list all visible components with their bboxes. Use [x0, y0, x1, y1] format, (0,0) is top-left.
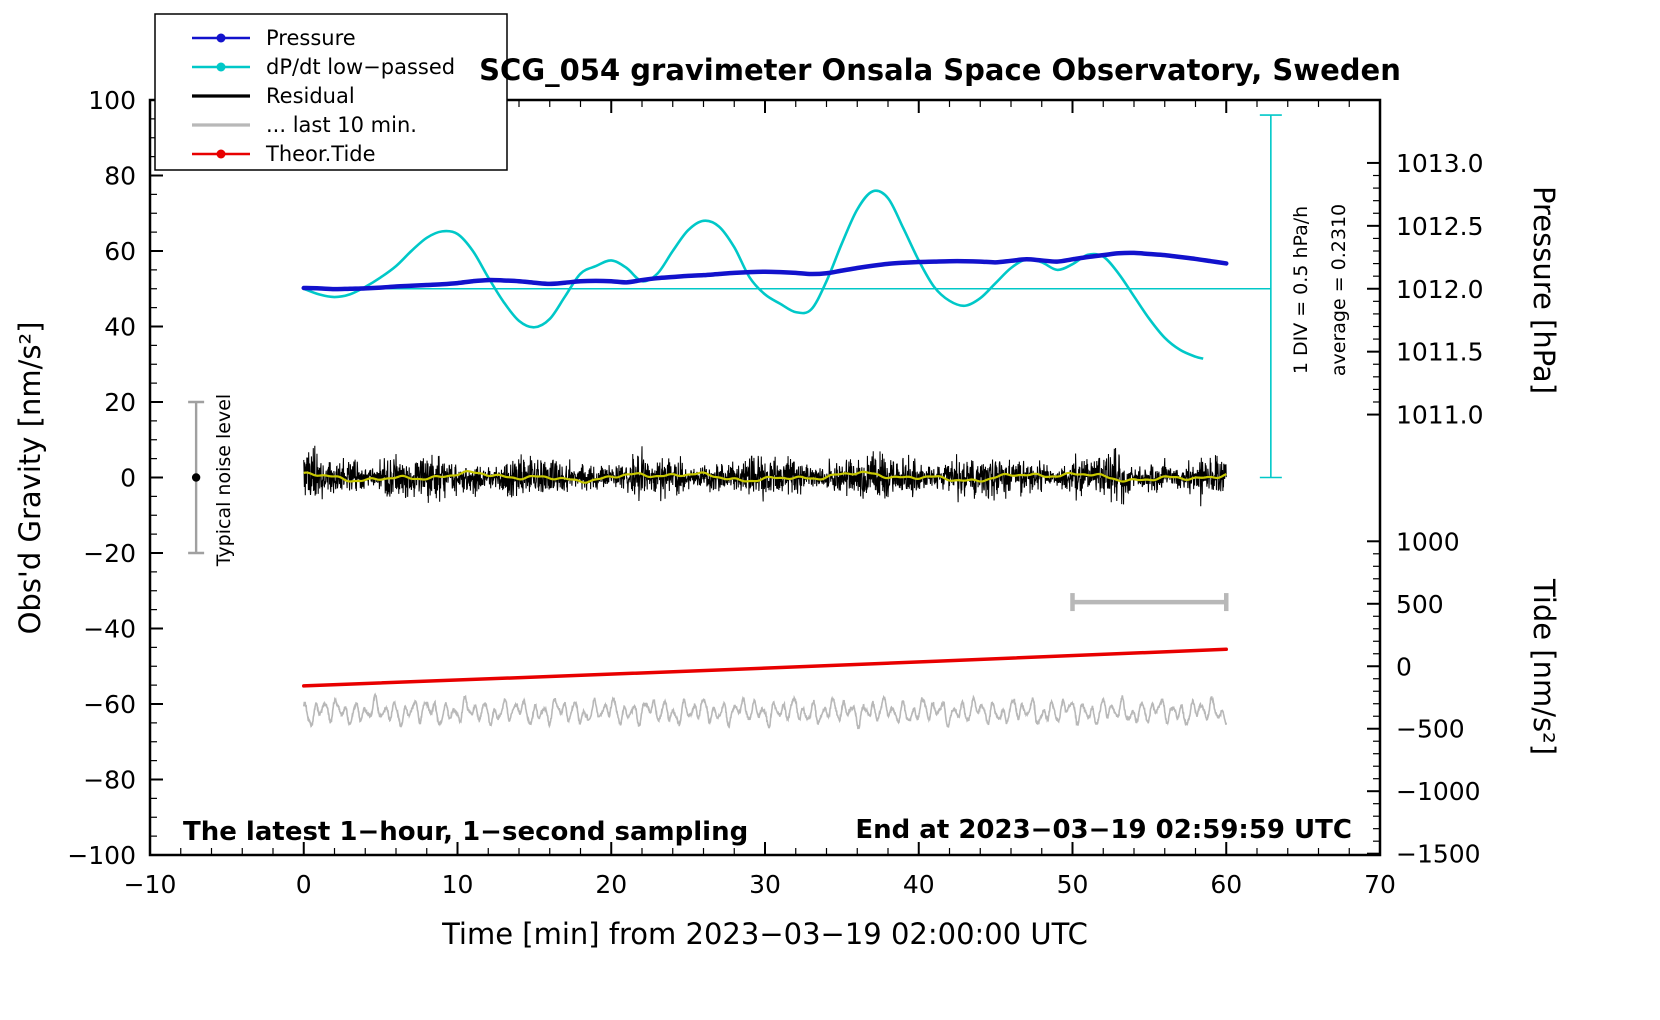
gravity-tick-label: 60: [104, 237, 136, 266]
legend-box: [154, 13, 508, 171]
gravity-tick-label: 20: [104, 388, 136, 417]
sampling-note: The latest 1−hour, 1−second sampling: [183, 817, 748, 847]
legend-marker-dot: [216, 149, 226, 159]
tide-tick-label: −1500: [1396, 840, 1481, 869]
legend: Pressure dP/dt low−passed Residual ... last…: [154, 13, 508, 171]
dpdt-series: [303, 189, 1204, 360]
gravity-tick-label: −20: [83, 539, 136, 568]
legend-label: ... last 10 min.: [266, 113, 417, 137]
x-tick-label: −10: [124, 870, 177, 899]
x-tick-label: 40: [903, 870, 935, 899]
gravity-tick-label: −80: [83, 766, 136, 795]
tide-tick-label: 1000: [1396, 527, 1460, 556]
x-tick-labels: −10 0 10 20 30 40 50 60 70: [124, 870, 1396, 899]
x-tick-label: 50: [1057, 870, 1089, 899]
average-label: average = 0.2310: [1328, 204, 1350, 376]
tide-series: [302, 647, 1228, 688]
gravity-tick-label: −100: [67, 841, 136, 870]
tide-tick-label: 500: [1396, 590, 1444, 619]
y-axis-label-gravity: Obs'd Gravity [nm/s²]: [13, 322, 47, 635]
legend-item: dP/dt low−passed: [192, 55, 455, 79]
noise-level-bar: [188, 400, 205, 555]
legend-marker-dot: [216, 62, 226, 72]
pressure-axis: 1011.0 1011.5 1012.0 1012.5 1013.0: [1396, 149, 1483, 430]
legend-item: Theor.Tide: [192, 142, 376, 166]
div-scale-label: 1 DIV = 0.5 hPa/h: [1290, 206, 1312, 374]
end-time-note: End at 2023−03−19 02:59:59 UTC: [855, 815, 1352, 845]
pressure-tick-label: 1012.0: [1396, 275, 1483, 304]
pressure-tick-label: 1011.5: [1396, 338, 1483, 367]
legend-item: ... last 10 min.: [192, 113, 417, 137]
y-axis-label-tide: Tide [nm/s²]: [1527, 578, 1561, 755]
last10-interval-marker: [1070, 593, 1229, 612]
pressure-tick-label: 1013.0: [1396, 149, 1483, 178]
legend-label: Theor.Tide: [265, 142, 376, 166]
pressure-series: [301, 250, 1229, 292]
x-axis-label: Time [min] from 2023−03−19 02:00:00 UTC: [441, 917, 1088, 951]
last10-series: [302, 692, 1228, 730]
x-tick-label: 30: [749, 870, 781, 899]
x-tick-label: 20: [595, 870, 627, 899]
tide-tick-label: −1000: [1396, 777, 1481, 806]
chart-title: SCG_054 gravimeter Onsala Space Observat…: [479, 53, 1401, 87]
gravity-tick-label: 0: [120, 464, 136, 493]
x-tick-label: 10: [442, 870, 474, 899]
noise-level-dot: [191, 473, 201, 482]
tide-axis: 1000 500 0 −500 −1000 −1500: [1396, 527, 1481, 868]
residual-series: [303, 445, 1227, 507]
legend-item: Residual: [192, 84, 355, 108]
x-tick-label: 70: [1364, 870, 1396, 899]
pressure-tick-label: 1012.5: [1396, 212, 1483, 241]
gravity-tick-label: −60: [83, 690, 136, 719]
x-tick-label: 60: [1210, 870, 1242, 899]
pressure-tick-label: 1011.0: [1396, 401, 1483, 430]
tide-tick-label: 0: [1396, 652, 1412, 681]
tide-tick-label: −500: [1396, 715, 1465, 744]
legend-item: Pressure: [192, 26, 356, 50]
noise-level-label: Typical noise level: [213, 394, 235, 567]
gravity-tick-labels: −100 −80 −60 −40 −20 0 20 40 60 80 100: [67, 86, 136, 870]
y-axis-label-pressure: Pressure [hPa]: [1527, 186, 1561, 394]
div-scale-bar: [1259, 114, 1282, 479]
gravity-tick-label: 40: [104, 313, 136, 342]
residual-lowpass-series: [303, 470, 1227, 484]
gravity-tick-label: −40: [83, 615, 136, 644]
legend-marker-dot: [216, 33, 226, 43]
x-tick-label: 0: [296, 870, 312, 899]
gravity-tick-label: 80: [104, 162, 136, 191]
legend-label: Residual: [266, 84, 355, 108]
gravity-tick-label: 100: [88, 86, 136, 115]
legend-label: Pressure: [266, 26, 356, 50]
legend-label: dP/dt low−passed: [266, 55, 455, 79]
